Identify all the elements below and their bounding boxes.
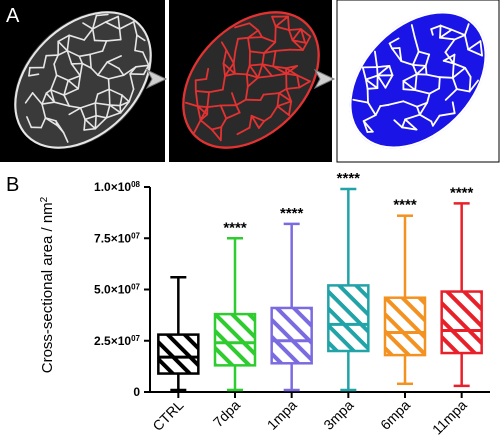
- significance-label: ****: [223, 219, 247, 236]
- y-axis: 0 2.5×1007 5.0×1007 7.5×1007 1.0×1008: [94, 180, 151, 399]
- x-axis: CTRL 7dpa 1mpa 3mpa 6mpa 11mpa: [149, 391, 490, 438]
- iqr-box: [327, 284, 370, 353]
- box-6mpa: ****: [383, 197, 427, 386]
- iqr-box: [157, 333, 200, 375]
- box-7dpa: ****: [213, 219, 257, 392]
- arrow-icon: [145, 68, 168, 90]
- blue-segment-borders: [349, 11, 487, 149]
- y-tick-label: 7.5×1007: [94, 231, 140, 246]
- raw-micrograph-panel: A: [0, 0, 165, 162]
- blue-segmented-map-panel: [336, 0, 500, 163]
- y-tick-label: 0: [133, 385, 140, 399]
- box-3mpa: ****: [327, 170, 370, 392]
- box-ctrl: [157, 275, 200, 392]
- y-tick-label: 5.0×1007: [94, 282, 140, 297]
- arrow-icon: [313, 68, 336, 90]
- y-axis-label: Cross-sectional area / nm2: [39, 196, 57, 373]
- y-tick-label: 1.0×1008: [94, 180, 140, 195]
- x-tick-label: 7dpa: [210, 397, 243, 430]
- x-tick-label: 1mpa: [264, 397, 300, 433]
- x-tick-label: 11mpa: [429, 397, 470, 438]
- x-tick-label: CTRL: [149, 397, 186, 434]
- red-muscle-shape: [182, 11, 320, 149]
- iqr-box: [270, 306, 313, 365]
- significance-label: ****: [450, 184, 474, 201]
- panel-a-label: A: [6, 5, 20, 27]
- raw-membrane-network: [14, 11, 152, 149]
- y-tick-label: 2.5×1007: [94, 333, 140, 348]
- x-tick-label: 6mpa: [377, 397, 413, 433]
- red-traced-network: [182, 11, 320, 149]
- iqr-box: [440, 290, 483, 355]
- box-1mpa: ****: [270, 205, 313, 392]
- significance-label: ****: [393, 197, 417, 214]
- boxplot-series: **** **** **** **** ****: [157, 170, 483, 392]
- iqr-box: [213, 312, 257, 367]
- box-11mpa: ****: [440, 184, 483, 388]
- x-tick-label: 3mpa: [320, 397, 356, 433]
- significance-label: ****: [280, 205, 304, 222]
- red-traced-micrograph-panel: [169, 0, 332, 162]
- panel-b-label: B: [6, 174, 19, 196]
- iqr-box: [383, 296, 427, 357]
- significance-label: ****: [337, 170, 361, 187]
